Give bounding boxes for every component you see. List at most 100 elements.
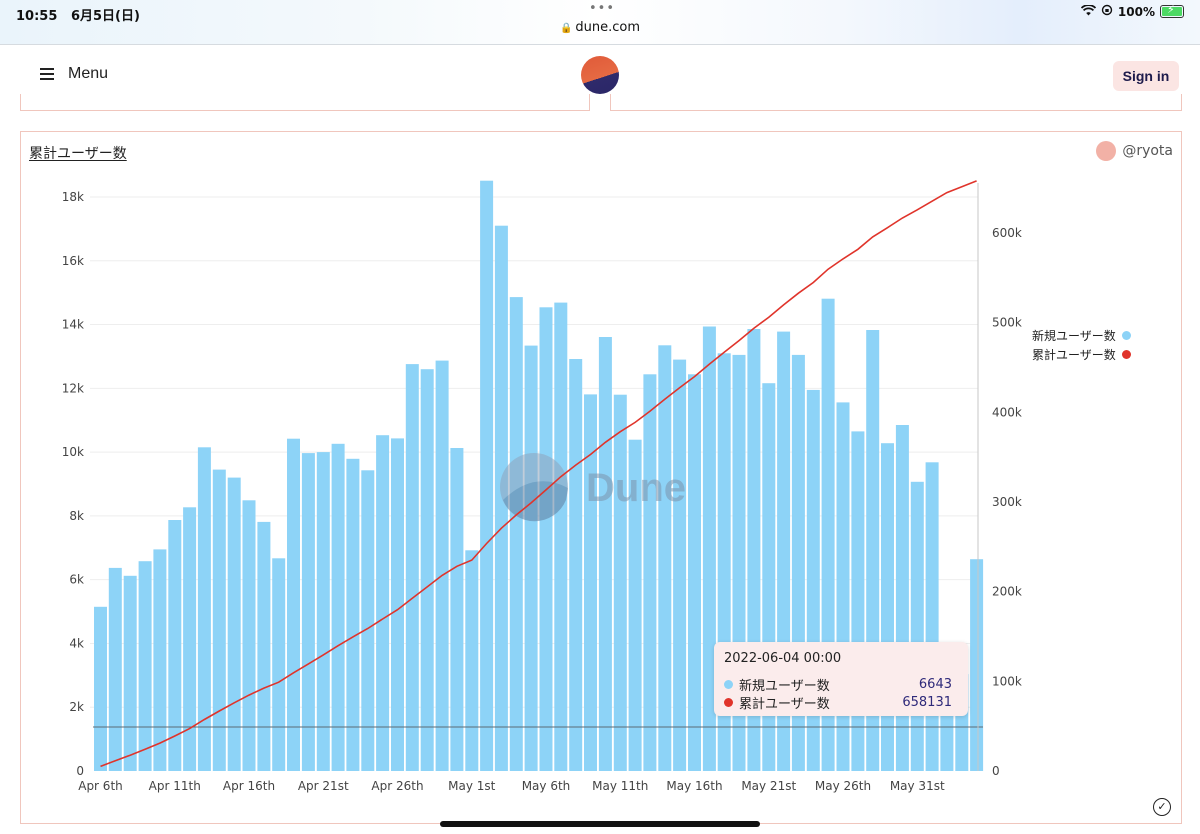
multitasking-dots-icon[interactable]: ••• — [589, 1, 616, 16]
bar — [316, 452, 330, 771]
bar — [168, 520, 182, 771]
top-nav: Menu Sign in — [0, 45, 1200, 105]
bar — [925, 462, 939, 771]
x-axis-ticks: Apr 6th Apr 11th Apr 16th Apr 21st Apr 26th M… — [78, 779, 945, 793]
checkmark-icon[interactable]: ✓ — [1153, 798, 1171, 816]
status-time: 10:55 6月5日(日) — [16, 9, 140, 24]
avatar — [1096, 141, 1117, 161]
line-series — [100, 180, 977, 768]
chart-legend: 新規ユーザー数 累計ユーザー数 — [1032, 326, 1131, 364]
bar — [331, 443, 345, 771]
x-axis-tick-label: May 1st — [448, 779, 496, 793]
chart-title-link[interactable]: 累計ユーザー数 — [29, 146, 127, 162]
dune-logo[interactable] — [581, 56, 619, 94]
bar — [494, 225, 508, 771]
tooltip-value-cumulative-users: 658131 — [902, 695, 952, 710]
bar — [405, 364, 419, 771]
bar — [391, 438, 404, 771]
wifi-icon — [1080, 3, 1097, 19]
bar — [881, 443, 894, 771]
left-axis-tick-label: 14k — [62, 318, 84, 332]
bar — [376, 435, 390, 771]
bar — [272, 558, 286, 771]
bar — [851, 431, 865, 771]
x-axis-tick-label: May 21st — [741, 779, 796, 793]
x-axis-tick-label: May 11th — [592, 779, 648, 793]
legend-item-new-users[interactable]: 新規ユーザー数 — [1032, 326, 1131, 345]
bar — [123, 575, 137, 771]
x-axis-tick-label: May 16th — [666, 779, 722, 793]
left-axis-tick-label: 4k — [69, 636, 84, 650]
bar — [450, 448, 464, 771]
battery-percentage: 100% — [1117, 4, 1155, 19]
left-axis-tick-label: 2k — [69, 700, 84, 714]
url-text: dune.com — [575, 20, 641, 35]
legend-dot-red — [1121, 350, 1131, 359]
left-axis-tick-label: 0 — [76, 764, 84, 778]
previous-card-left — [20, 94, 590, 111]
right-axis-tick-label: 200k — [992, 585, 1022, 599]
bar — [242, 500, 256, 771]
bar — [435, 360, 449, 771]
orientation-lock-icon — [1101, 4, 1113, 19]
left-axis-tick-label: 18k — [62, 190, 84, 204]
previous-card-right — [610, 94, 1182, 111]
sign-in-button[interactable]: Sign in — [1113, 61, 1179, 91]
hamburger-icon — [40, 68, 54, 80]
bar — [970, 559, 984, 771]
left-axis-tick-label: 8k — [69, 509, 84, 523]
left-axis-tick-label: 10k — [62, 445, 84, 459]
bar — [910, 481, 924, 771]
menu-label: Menu — [68, 65, 109, 82]
right-axis-tick-label: 100k — [992, 674, 1022, 688]
bar — [539, 307, 553, 771]
bar — [94, 606, 107, 771]
right-axis-tick-label: 500k — [992, 316, 1022, 330]
dune-watermark: Dune — [500, 453, 686, 522]
x-axis-tick-label: Apr 11th — [149, 779, 201, 793]
lock-icon: 🔒 — [559, 23, 573, 34]
author-link[interactable]: @ryota — [1096, 141, 1173, 161]
x-axis-tick-label: May 31st — [890, 779, 945, 793]
watermark-text: Dune — [586, 466, 686, 510]
bar — [108, 567, 122, 771]
bar — [465, 550, 479, 771]
bar — [287, 438, 300, 771]
tooltip-title: 2022-06-04 00:00 — [724, 651, 842, 666]
bar — [227, 477, 241, 771]
home-indicator — [440, 821, 760, 827]
status-indicators: 100% ⚡ — [1080, 3, 1184, 19]
status-bar: 10:55 6月5日(日) ••• 🔒 dune.com 100% ⚡ — [0, 0, 1200, 45]
bar — [138, 561, 152, 771]
bar — [153, 549, 167, 771]
bar — [569, 359, 583, 771]
bar — [895, 425, 909, 771]
bar — [628, 439, 642, 771]
x-axis-tick-label: Apr 26th — [371, 779, 423, 793]
right-axis-tick-label: 0 — [992, 764, 1000, 778]
battery-charging-icon: ⚡ — [1160, 3, 1184, 18]
menu-button[interactable]: Menu — [40, 65, 108, 83]
bar — [183, 507, 197, 771]
bar — [212, 469, 226, 771]
legend-item-cumulative-users[interactable]: 累計ユーザー数 — [1032, 345, 1131, 364]
address-bar[interactable]: 🔒 dune.com — [0, 20, 1200, 35]
bar — [361, 470, 375, 771]
bar — [643, 374, 657, 771]
left-axis-tick-label: 12k — [62, 381, 84, 395]
chart-tooltip: 2022-06-04 00:00 新規ユーザー数 6643 累計ユーザー数 6581… — [714, 642, 968, 716]
left-axis-tick-label: 16k — [62, 254, 84, 268]
tooltip-value-new-users: 6643 — [918, 677, 952, 692]
right-axis-ticks: 0 100k 200k 300k 400k 500k 600k — [992, 226, 1022, 778]
bar — [301, 453, 315, 771]
bar — [346, 458, 360, 771]
bar — [613, 394, 627, 771]
bar — [598, 337, 612, 771]
right-axis-tick-label: 300k — [992, 495, 1022, 509]
bar — [257, 521, 271, 771]
left-axis-tick-label: 6k — [69, 573, 84, 587]
bar — [584, 394, 597, 771]
bar — [480, 180, 494, 771]
x-axis-tick-label: Apr 21st — [298, 779, 349, 793]
